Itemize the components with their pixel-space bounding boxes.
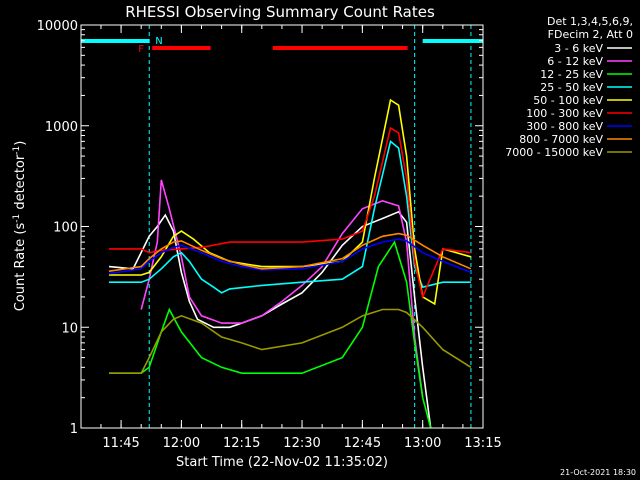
y-axis-label-sup: -1	[12, 214, 22, 223]
series-line	[109, 98, 472, 306]
legend-label: 300 - 800 keV	[526, 120, 603, 133]
data-series	[108, 98, 472, 429]
legend-label: 12 - 25 keV	[540, 68, 603, 81]
y-tick-label: 1000	[45, 120, 78, 135]
y-tick-label: 1	[70, 422, 78, 437]
legend-label: 6 - 12 keV	[547, 55, 603, 68]
legend-label: 100 - 300 keV	[526, 107, 603, 120]
series-line	[140, 179, 424, 398]
legend-label: 50 - 100 keV	[533, 94, 603, 107]
legend-label: 25 - 50 keV	[540, 81, 603, 94]
x-axis-label: Start Time (22-Nov-02 11:35:02)	[176, 455, 388, 470]
y-axis-ticks: 1 10 100 1000 10000	[37, 19, 483, 437]
legend-label: 3 - 6 keV	[554, 42, 603, 55]
legend-header-line: Det 1,3,4,5,6,9,	[547, 15, 633, 28]
chart-title: RHESSI Observing Summary Count Rates	[125, 3, 435, 21]
flare-flag-label: F	[138, 44, 144, 55]
flag-bars: NF	[80, 36, 483, 55]
footer-date: 21-Oct-2021 18:30	[560, 468, 636, 477]
x-tick-label: 13:15	[464, 436, 501, 451]
x-tick-label: 12:30	[283, 436, 320, 451]
y-axis-label-sup: -1	[12, 146, 22, 155]
y-tick-label: 100	[53, 221, 78, 236]
legend-label: 7000 - 15000 keV	[505, 146, 603, 159]
series-line	[109, 308, 472, 375]
y-axis-label-part: detector	[13, 154, 28, 214]
y-axis-label-part: )	[13, 141, 28, 146]
y-axis-label: Count Rate (s-1 detector-1)	[12, 141, 28, 312]
series-line	[109, 126, 472, 300]
series-line	[109, 139, 471, 294]
x-axis-ticks: 11:45 12:00 12:15 12:30 12:45 13:00 13:15	[100, 25, 502, 451]
night-flag-label: N	[155, 36, 162, 47]
series-line	[108, 238, 472, 275]
legend-label: 800 - 7000 keV	[519, 133, 603, 146]
y-tick-label: 10000	[37, 19, 78, 34]
series-line	[108, 232, 472, 272]
x-tick-label: 12:00	[163, 436, 200, 451]
y-axis-label-part: Count Rate (s	[13, 223, 28, 312]
x-tick-label: 12:15	[223, 436, 260, 451]
x-tick-label: 12:45	[344, 436, 381, 451]
legend-header-line: FDecim 2, Att 0	[548, 28, 633, 41]
y-tick-label: 10	[61, 321, 78, 336]
x-tick-label: 11:45	[102, 436, 139, 451]
x-tick-label: 13:00	[404, 436, 441, 451]
